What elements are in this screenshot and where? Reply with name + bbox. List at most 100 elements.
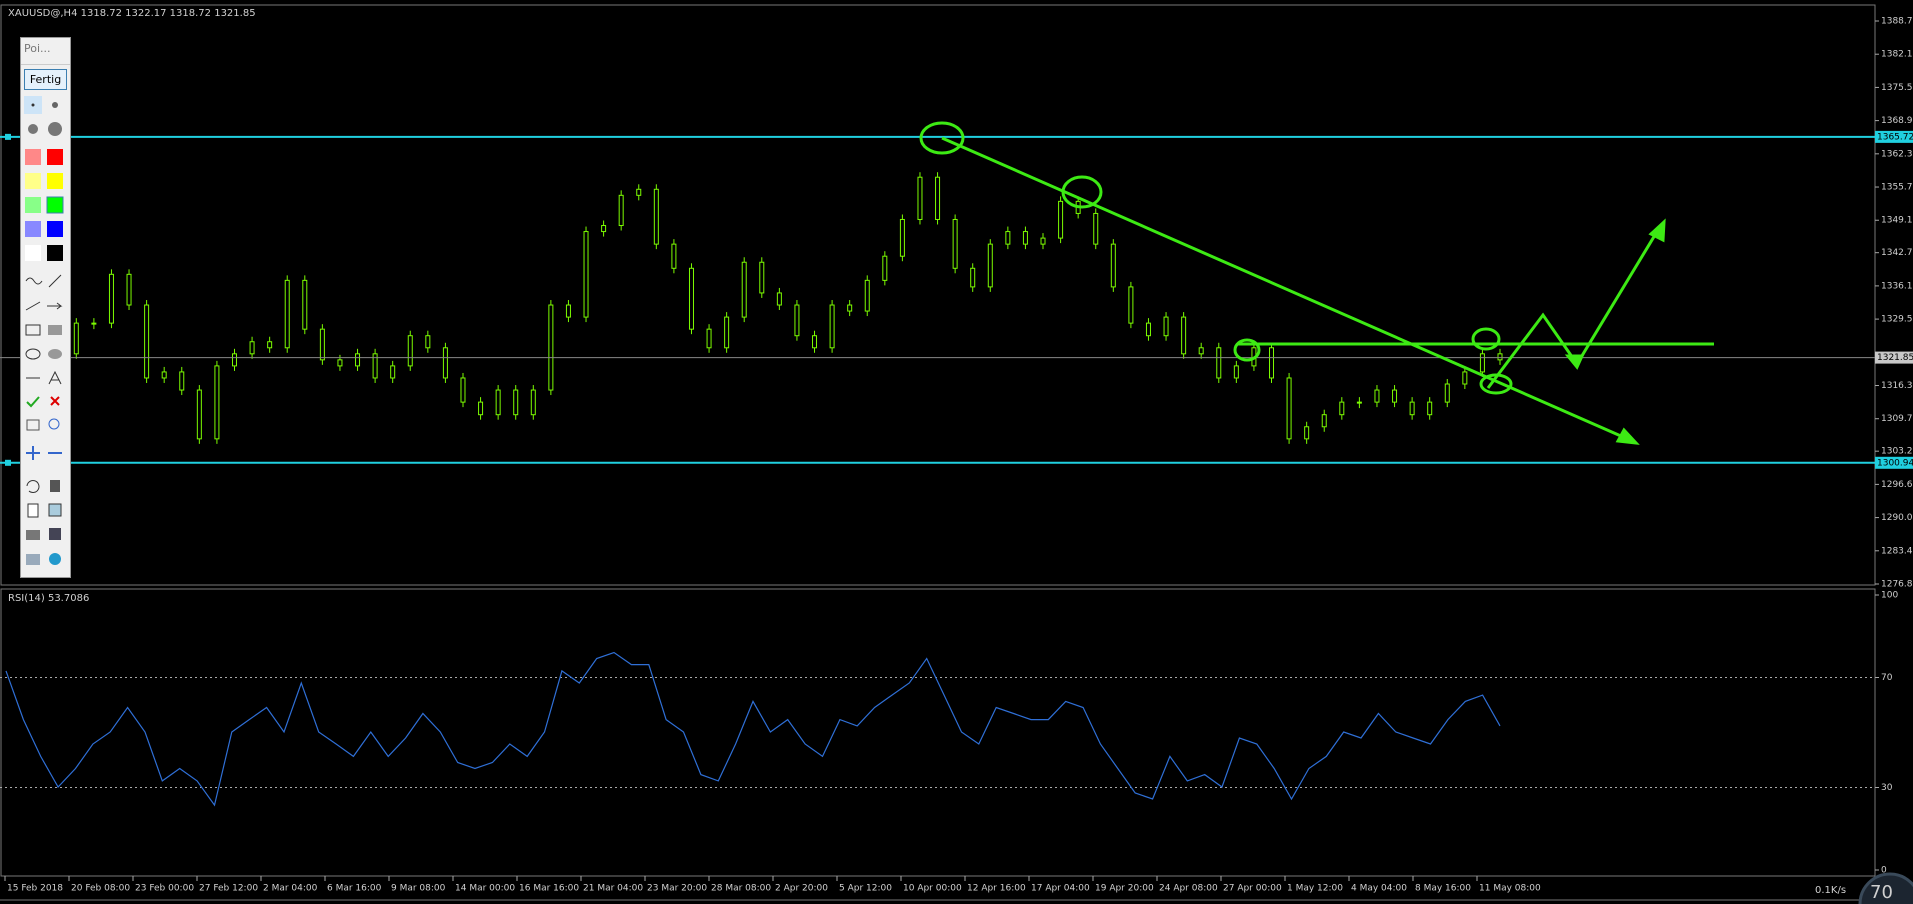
candle [636,188,642,196]
candle [741,261,747,318]
candle [267,341,273,349]
color[interactable] [25,245,41,261]
tool[interactable] [50,480,60,492]
y-tick-label: 1329.50 [1881,315,1913,325]
icon [31,103,35,107]
candle [794,304,800,337]
tool[interactable] [25,301,63,311]
tool[interactable] [26,396,40,408]
candle [1409,401,1415,416]
candle [601,225,607,233]
tool[interactable] [26,554,40,565]
y-tick-label: 1388.75 [1881,17,1913,27]
tool[interactable] [25,348,41,360]
arrow-head [1648,218,1666,243]
candle [530,389,536,416]
y-tick-label: 1276.85 [1881,580,1913,590]
tool[interactable] [26,370,62,385]
level-label-box [1875,130,1913,143]
x-tick-label: 27 Apr 00:00 [1223,884,1282,894]
level-label-box [1875,456,1913,469]
x-tick-label: 5 Apr 12:00 [839,884,892,894]
candle [1339,401,1345,416]
candle [1497,353,1503,361]
y-tick-label: 1342.70 [1881,248,1913,258]
color[interactable] [25,149,41,165]
candle [478,401,484,416]
y-tick-label: 1303.25 [1881,447,1913,457]
tool[interactable] [49,528,61,540]
projection-arrow [1486,229,1660,389]
candle [724,316,730,349]
candle [812,335,818,349]
tool[interactable] [26,480,40,493]
y-tick-label: 30 [1881,783,1893,793]
symbol-info: XAUUSD@,H4 1318.72 1322.17 1318.72 1321.… [8,8,256,19]
rsi-label: RSI(14) 53.7086 [8,593,89,604]
color[interactable] [25,221,41,237]
drawn-objects [919,121,1714,445]
candle [108,273,114,324]
color[interactable] [47,221,63,237]
candle [372,353,378,379]
tool[interactable] [48,418,60,430]
candle [1040,237,1046,245]
ellipse [1471,327,1501,351]
y-tick-label: 1336.10 [1881,281,1913,291]
tool[interactable] [49,553,61,565]
price-panel-frame [0,4,1876,586]
tool[interactable] [27,503,39,518]
x-tick-label: 24 Apr 08:00 [1159,884,1218,894]
color[interactable] [25,173,41,189]
tool[interactable] [26,419,40,431]
candle [355,353,361,367]
drawing-toolbar: Poi... Fertig [20,37,71,578]
candle [1163,316,1169,337]
color[interactable] [25,197,41,213]
tool[interactable] [48,503,62,517]
y-tick-label: 1362.35 [1881,149,1913,159]
candle [390,365,396,379]
tool-icons [24,96,64,565]
tool[interactable] [25,324,41,336]
candle [144,304,150,379]
x-tick-label: 14 Mar 00:00 [455,884,515,894]
color[interactable] [47,173,63,189]
candle [899,218,905,257]
tool[interactable] [50,396,60,406]
tool[interactable] [48,325,62,335]
candle [214,365,220,440]
y-tick-label: 70 [1881,673,1893,683]
arrow-head [1564,354,1585,370]
color[interactable] [47,149,63,165]
y-tick-label: 1355.75 [1881,183,1913,193]
tool[interactable] [52,102,58,108]
tool[interactable] [28,124,38,134]
candle [759,261,765,294]
y-tick-label: 1290.05 [1881,513,1913,523]
y-tick-label: 100 [1881,591,1898,601]
color[interactable] [47,245,63,261]
candle [829,304,835,349]
candle [302,279,308,330]
done-button[interactable]: Fertig [24,69,67,90]
color[interactable] [46,196,64,214]
candle [1198,347,1204,355]
x-tick-label: 2 Mar 04:00 [263,884,318,894]
tool[interactable] [48,349,62,359]
current-price-label: 1321.85 [1877,353,1913,363]
candle [776,292,782,306]
x-tick-label: 20 Feb 08:00 [71,884,130,894]
tool[interactable] [25,274,62,288]
tool[interactable] [26,446,40,460]
candle [952,218,958,269]
candle [442,347,448,379]
candle [1110,243,1116,288]
candle [1462,371,1468,385]
gauge-value: 70 [1870,882,1893,903]
tool[interactable] [48,122,62,136]
tool[interactable] [26,530,40,540]
arrow-head [1615,427,1640,445]
candle [1479,353,1485,373]
